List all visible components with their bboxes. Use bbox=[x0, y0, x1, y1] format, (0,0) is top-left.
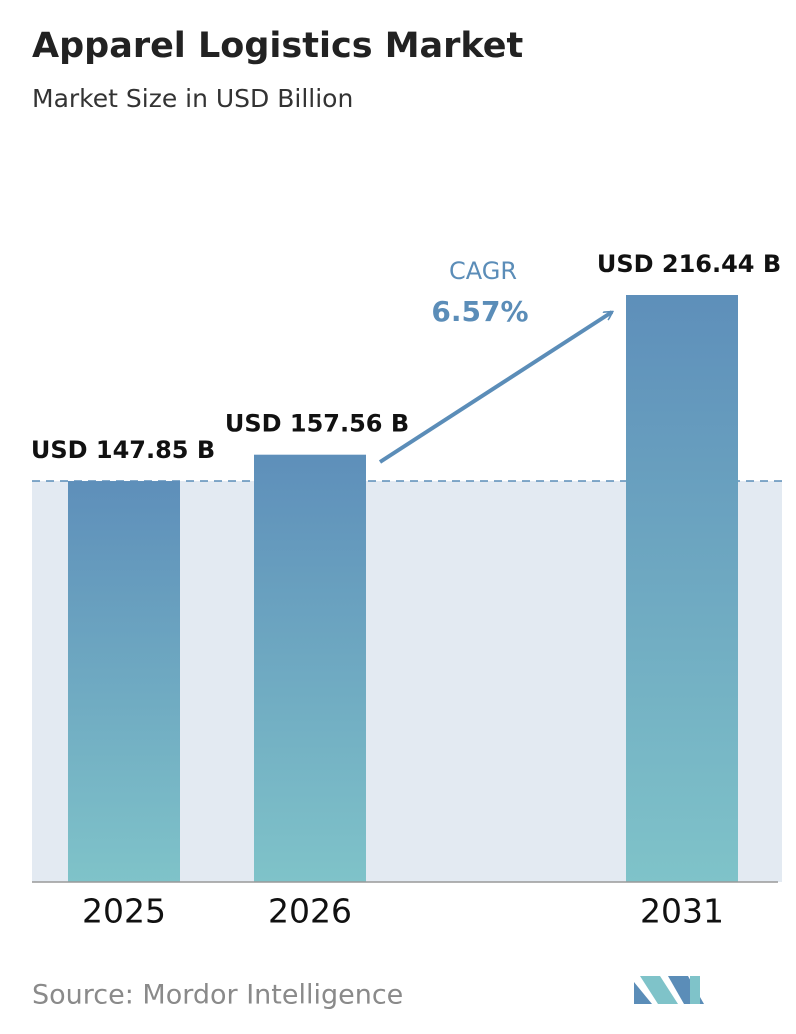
logo bbox=[634, 976, 704, 1004]
value-label: USD 157.56 B bbox=[225, 410, 409, 438]
x-tick-label: 2025 bbox=[82, 892, 166, 931]
cagr-value: 6.57% bbox=[431, 295, 528, 328]
x-tick-label: 2031 bbox=[640, 892, 724, 931]
bar bbox=[68, 481, 180, 882]
bar bbox=[626, 295, 738, 882]
chart-subtitle: Market Size in USD Billion bbox=[32, 84, 353, 113]
value-label: USD 147.85 B bbox=[31, 436, 215, 464]
source: Source: Mordor Intelligence bbox=[32, 980, 403, 1011]
x-tick-label: 2026 bbox=[268, 892, 352, 931]
value-label: USD 216.44 B bbox=[597, 250, 781, 278]
plot-area: USD 147.85 B 2025 USD 157.56 B 2026 USD 216.… bbox=[31, 250, 782, 931]
cagr-arrow bbox=[378, 310, 612, 464]
chart-title: Apparel Logistics Market bbox=[32, 26, 523, 66]
cagr-label: CAGR bbox=[449, 257, 517, 285]
bar bbox=[254, 454, 366, 882]
